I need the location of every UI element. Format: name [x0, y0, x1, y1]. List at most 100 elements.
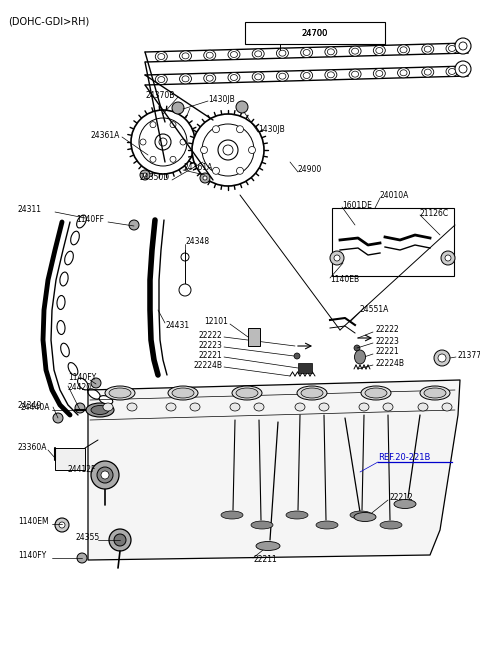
Circle shape [179, 284, 191, 296]
Circle shape [218, 140, 238, 160]
Ellipse shape [376, 71, 383, 77]
Ellipse shape [251, 521, 273, 529]
Ellipse shape [228, 73, 240, 83]
Circle shape [237, 126, 243, 133]
Ellipse shape [206, 75, 213, 81]
Ellipse shape [361, 386, 391, 400]
Circle shape [455, 38, 471, 54]
Ellipse shape [424, 46, 431, 52]
Ellipse shape [351, 71, 359, 77]
Ellipse shape [206, 52, 213, 58]
Circle shape [140, 170, 150, 180]
Ellipse shape [420, 386, 450, 400]
Ellipse shape [166, 403, 176, 411]
Text: 23360A: 23360A [18, 443, 48, 453]
Bar [298, 363, 312, 373]
Ellipse shape [65, 252, 73, 265]
Ellipse shape [60, 272, 68, 286]
Ellipse shape [88, 389, 100, 399]
Text: 22224B: 22224B [375, 358, 404, 367]
Ellipse shape [325, 47, 337, 57]
Text: 1430JB: 1430JB [258, 126, 285, 134]
Text: 22221: 22221 [375, 348, 399, 356]
Ellipse shape [60, 343, 69, 357]
Ellipse shape [380, 521, 402, 529]
Circle shape [201, 147, 207, 153]
Circle shape [249, 147, 255, 153]
Circle shape [131, 110, 195, 174]
Circle shape [53, 413, 63, 423]
Ellipse shape [279, 50, 286, 56]
Circle shape [170, 122, 176, 128]
Circle shape [236, 101, 248, 113]
Bar [55, 448, 85, 470]
Ellipse shape [91, 405, 109, 415]
Ellipse shape [276, 48, 288, 58]
Text: 24348: 24348 [185, 238, 209, 246]
Ellipse shape [230, 52, 238, 58]
Ellipse shape [158, 77, 165, 83]
Circle shape [192, 114, 264, 186]
Text: 1140FY: 1140FY [18, 552, 46, 561]
Ellipse shape [397, 68, 409, 78]
Ellipse shape [327, 72, 335, 78]
Ellipse shape [105, 386, 135, 400]
Ellipse shape [303, 50, 310, 56]
Ellipse shape [255, 51, 262, 57]
Ellipse shape [78, 378, 88, 390]
Circle shape [330, 251, 344, 265]
Circle shape [181, 253, 189, 261]
Circle shape [445, 255, 451, 261]
Ellipse shape [236, 388, 258, 398]
Ellipse shape [446, 43, 458, 54]
Text: 24440A: 24440A [21, 403, 50, 413]
Ellipse shape [86, 403, 114, 417]
Ellipse shape [400, 47, 407, 53]
Circle shape [77, 553, 87, 563]
Ellipse shape [376, 47, 383, 54]
Ellipse shape [301, 388, 323, 398]
Ellipse shape [418, 403, 428, 411]
Text: 22211: 22211 [253, 555, 277, 565]
Circle shape [170, 157, 176, 162]
Ellipse shape [300, 71, 312, 81]
Ellipse shape [103, 403, 113, 411]
Text: 1140FY: 1140FY [68, 373, 96, 383]
Circle shape [150, 122, 156, 128]
Text: 22221: 22221 [198, 350, 222, 360]
Circle shape [109, 529, 131, 551]
Circle shape [59, 522, 65, 528]
Circle shape [91, 378, 101, 388]
Circle shape [455, 61, 471, 77]
Ellipse shape [422, 44, 434, 54]
Bar [332, 208, 454, 276]
Ellipse shape [276, 71, 288, 81]
Ellipse shape [57, 295, 65, 309]
Ellipse shape [354, 512, 376, 521]
Ellipse shape [71, 231, 79, 245]
Text: 22223: 22223 [198, 341, 222, 350]
Circle shape [91, 461, 119, 489]
Text: 21126C: 21126C [420, 208, 449, 217]
Ellipse shape [221, 511, 243, 519]
Text: 24361A: 24361A [183, 164, 212, 172]
Circle shape [213, 126, 219, 133]
Circle shape [202, 124, 254, 176]
Ellipse shape [158, 54, 165, 60]
Ellipse shape [182, 53, 189, 59]
Ellipse shape [383, 403, 393, 411]
Circle shape [143, 173, 147, 177]
Ellipse shape [57, 320, 65, 335]
Circle shape [180, 139, 186, 145]
Circle shape [129, 220, 139, 230]
Bar [248, 328, 260, 346]
Ellipse shape [127, 403, 137, 411]
Circle shape [75, 403, 85, 413]
Ellipse shape [295, 403, 305, 411]
Ellipse shape [325, 70, 337, 80]
Text: (DOHC-GDI>RH): (DOHC-GDI>RH) [8, 16, 89, 26]
Text: 24420: 24420 [68, 383, 92, 392]
Text: 1601DE: 1601DE [342, 200, 372, 210]
Ellipse shape [204, 50, 216, 60]
Text: 22223: 22223 [375, 337, 399, 345]
